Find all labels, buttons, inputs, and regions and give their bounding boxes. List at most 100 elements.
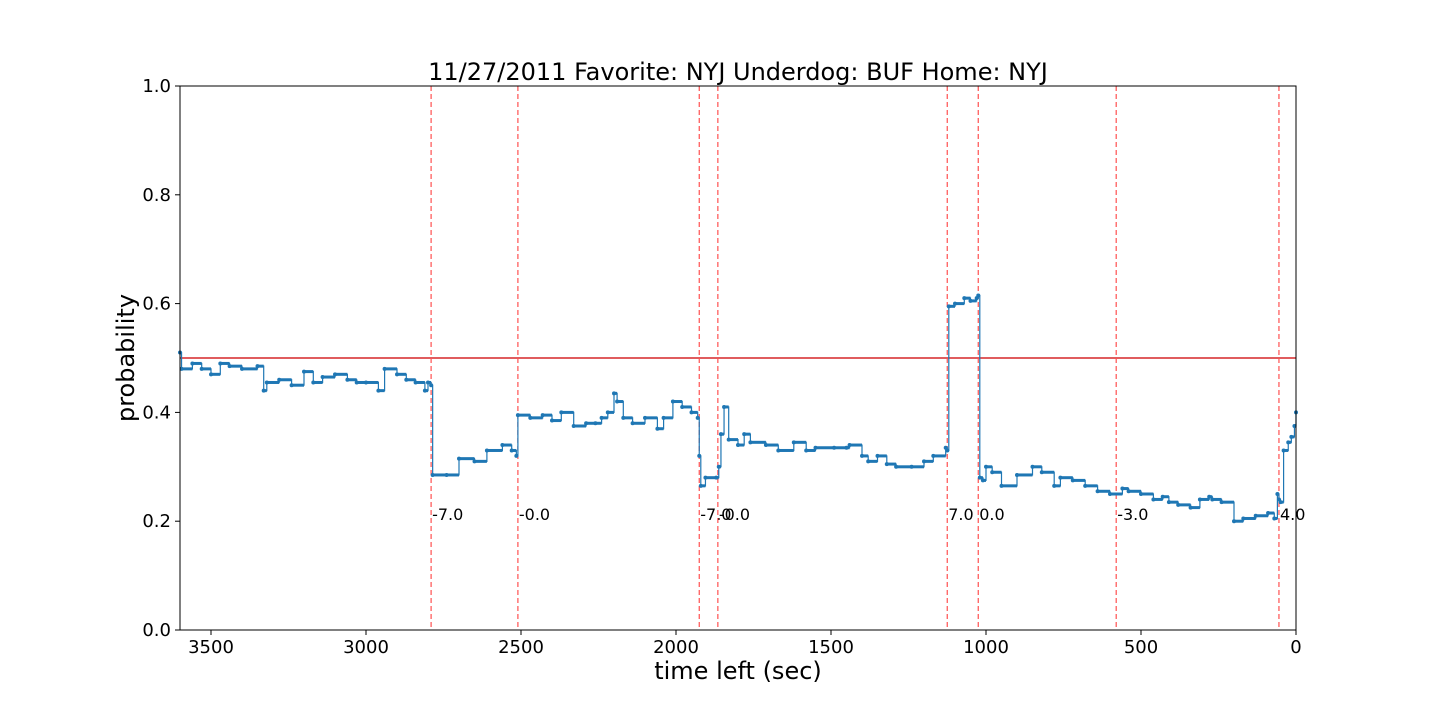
data-point — [311, 380, 316, 385]
data-point — [426, 380, 430, 385]
data-point — [444, 472, 449, 477]
data-point — [1286, 440, 1291, 445]
data-point — [1275, 492, 1280, 496]
data-point — [1108, 492, 1112, 496]
data-point — [643, 415, 647, 420]
x-tick-label: 2000 — [653, 637, 699, 658]
data-point — [726, 437, 731, 442]
data-point — [218, 361, 223, 366]
data-point — [1166, 500, 1171, 505]
x-tick-label: 1500 — [808, 637, 854, 658]
data-point — [615, 399, 620, 404]
data-point — [612, 391, 616, 396]
data-point — [320, 375, 325, 380]
data-point — [722, 404, 727, 409]
data-point — [1188, 505, 1193, 510]
data-point — [382, 366, 387, 371]
data-point — [422, 388, 427, 393]
data-point — [413, 380, 418, 385]
data-point — [1241, 516, 1246, 521]
data-point — [680, 404, 685, 409]
y-tick-label: 0.8 — [142, 185, 171, 206]
data-point — [945, 448, 950, 453]
data-point — [1289, 434, 1294, 439]
data-point — [703, 475, 708, 480]
event-label: -7.0 — [700, 505, 731, 524]
data-point — [1160, 494, 1165, 499]
x-tick-label: 3500 — [188, 637, 234, 658]
data-point — [736, 443, 740, 448]
data-point — [689, 410, 694, 415]
data-point — [333, 372, 337, 377]
data-point — [984, 464, 988, 469]
y-tick-label: 0.2 — [142, 511, 171, 532]
data-point — [584, 421, 589, 426]
data-point — [1126, 489, 1131, 494]
data-point — [1052, 483, 1057, 488]
data-point — [697, 453, 702, 458]
data-point — [430, 472, 435, 477]
data-point — [860, 453, 864, 458]
data-point — [698, 483, 703, 488]
data-point — [716, 464, 721, 469]
data-point — [894, 464, 899, 469]
data-point — [209, 372, 213, 377]
data-point — [742, 432, 747, 437]
data-point — [190, 361, 195, 366]
data-point — [277, 377, 282, 382]
data-point — [1095, 489, 1100, 494]
data-point — [1207, 494, 1212, 499]
data-point — [990, 470, 995, 475]
data-point — [980, 478, 985, 483]
x-axis: 3500 3000 2500 2000 1500 1000 500 0 — [188, 630, 1302, 658]
event-label: 0.0 — [979, 505, 1004, 524]
data-point — [813, 445, 818, 450]
y-tick-label: 0.4 — [142, 402, 171, 423]
data-point — [847, 443, 852, 448]
data-point — [345, 377, 350, 382]
data-point — [509, 448, 514, 453]
y-tick-label: 1.0 — [142, 76, 171, 97]
data-point — [364, 380, 368, 385]
data-point — [550, 418, 554, 423]
data-point — [884, 462, 889, 467]
data-point — [875, 453, 880, 458]
data-point — [179, 366, 184, 371]
data-point — [844, 445, 849, 450]
data-point — [404, 377, 409, 382]
data-point — [1083, 483, 1088, 488]
data-point — [302, 369, 306, 374]
data-point — [804, 448, 809, 453]
x-tick-label: 500 — [1124, 637, 1158, 658]
data-point — [559, 410, 564, 415]
data-point — [1058, 475, 1063, 480]
data-point — [484, 448, 489, 453]
data-point — [1219, 500, 1224, 505]
data-point — [695, 415, 700, 420]
data-point — [776, 448, 781, 453]
data-point — [289, 383, 294, 388]
data-point — [1139, 492, 1143, 496]
data-point — [714, 475, 719, 480]
data-point — [962, 296, 967, 301]
data-point — [748, 440, 753, 445]
data-point — [1176, 502, 1181, 507]
data-point — [395, 372, 399, 377]
event-label: -3.0 — [1117, 505, 1148, 524]
x-tick-label: 3000 — [343, 637, 389, 658]
data-point — [670, 399, 675, 404]
data-point — [376, 388, 381, 393]
plot-area: -7.0 -0.0 -7.0-0.0 7.0 0.0 -3.0 4.0 — [178, 86, 1305, 630]
x-tick-label: 2500 — [498, 637, 544, 658]
data-point — [240, 366, 244, 371]
data-point — [599, 415, 604, 420]
plot-frame — [179, 85, 1297, 631]
data-point — [999, 483, 1004, 488]
data-point — [1281, 448, 1286, 453]
data-point — [909, 464, 914, 469]
data-point — [1039, 470, 1044, 475]
data-point — [1266, 511, 1271, 516]
data-point — [1197, 497, 1202, 502]
data-point — [977, 475, 982, 480]
